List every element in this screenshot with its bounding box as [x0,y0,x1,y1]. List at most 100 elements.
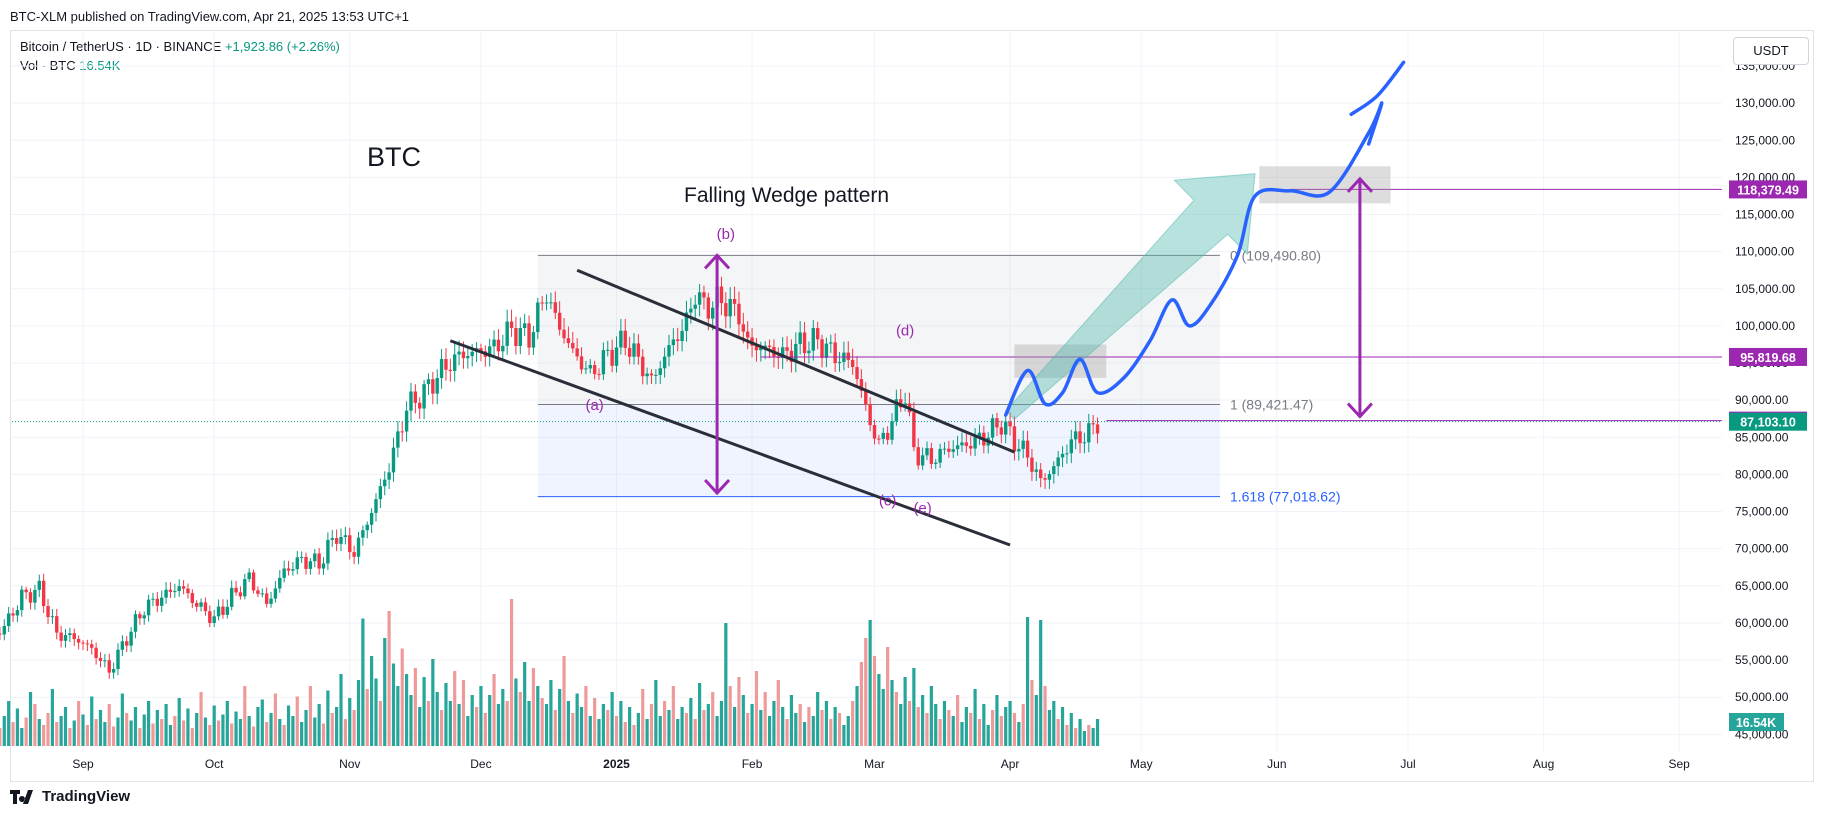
price-change: +1,923.86 (+2.26%) [224,39,340,54]
candle-body [947,448,951,452]
volume-bar [295,696,299,746]
volume-bar [628,707,632,746]
volume-bar [649,704,654,746]
candle-body [1030,457,1034,472]
candle-body [1012,426,1017,452]
candle-body [404,410,409,432]
volume-bar [313,717,317,746]
candle-body [881,432,885,439]
candle-body [431,379,435,394]
candle-body [658,368,662,375]
candle-body [995,418,999,428]
volume-bar [531,668,536,746]
volume-bar [610,692,614,746]
volume-bar [842,725,846,746]
candle-body [1069,439,1073,454]
volume-bar [737,677,741,746]
candle-body [116,649,120,670]
volume-bar [597,719,601,746]
volume-bar [55,722,59,746]
measure-arrow-head-bottom [1346,402,1374,419]
volume-bar [42,725,46,746]
candle-body [212,616,216,623]
currency-button[interactable]: USDT [1733,37,1809,65]
volume-bar [1091,728,1095,746]
price-tag-bg [1729,180,1807,199]
candle-body [645,373,649,377]
candle-body [378,486,383,500]
volume-bar [98,710,103,746]
candle-body [269,598,273,604]
candle-body [168,589,173,592]
volume-bar [339,674,343,746]
chart-title: BTC [367,142,421,172]
volume-bar [496,704,501,746]
volume-bar [103,722,107,746]
volume-bar [566,701,571,746]
candle-body [951,449,955,452]
volume-bar [1017,722,1021,746]
candle-body [260,593,264,595]
candle-body [562,329,566,339]
candle-body [894,399,899,422]
candle-body [186,588,190,594]
volume-bar [689,698,693,746]
y-tick-label: 85,000.00 [1735,430,1789,444]
candle-body [522,323,527,328]
candle-body [934,462,938,464]
volume-bar [300,722,304,746]
volume-bar [457,704,461,746]
candle-body [387,472,391,480]
candle-body [20,589,24,611]
volume-bar [1043,686,1047,746]
candle-body [28,592,33,603]
candle-body [514,328,518,346]
volume-bar [772,701,776,746]
candle-body [98,658,103,661]
volume-bar [833,707,837,746]
candle-body [1025,440,1030,458]
candle-body [807,350,811,354]
volume-bar [982,704,986,746]
candle-body [877,438,881,440]
candle-body [780,347,785,358]
volume-bar [453,671,457,746]
candle-body [243,579,247,597]
published-line: BTC-XLM published on TradingView.com, Ap… [10,9,410,24]
volume-bar [7,701,11,746]
volume-bar [846,716,850,746]
volume-bar [85,725,89,746]
volume-bar [562,656,566,746]
y-tick-label: 75,000.00 [1735,505,1789,519]
candle-body [527,323,531,348]
volume-bar [448,701,452,746]
candle-body [872,425,877,439]
volume-bar [208,725,212,746]
candle-body [413,391,418,403]
y-tick-label: 65,000.00 [1735,579,1789,593]
candle-body [1034,469,1039,472]
volume-bar [251,726,256,746]
candle-body [72,633,76,640]
candle-body [601,350,606,375]
wave-label: (e) [913,500,931,517]
volume-bar [614,716,619,746]
volume-bar [789,695,794,746]
projection-curve-hook [1349,60,1406,117]
candle-body [81,642,85,644]
volume-bar [986,725,990,746]
volume-bar [1069,713,1073,746]
symbol-legend[interactable]: Bitcoin / TetherUS · 1D · BINANCE +1,923… [20,39,340,54]
volume-bar [269,713,273,746]
tradingview-logo[interactable]: TradingView [10,788,130,805]
volume-bar [593,698,597,746]
volume-bar [1047,710,1052,746]
candle-body [177,586,181,592]
candle-body [794,343,798,362]
volume-bar [1082,731,1087,746]
volume-bar [308,686,312,746]
candle-body [1095,424,1100,434]
candle-body [199,602,203,607]
x-tick-label: Sep [72,757,94,771]
